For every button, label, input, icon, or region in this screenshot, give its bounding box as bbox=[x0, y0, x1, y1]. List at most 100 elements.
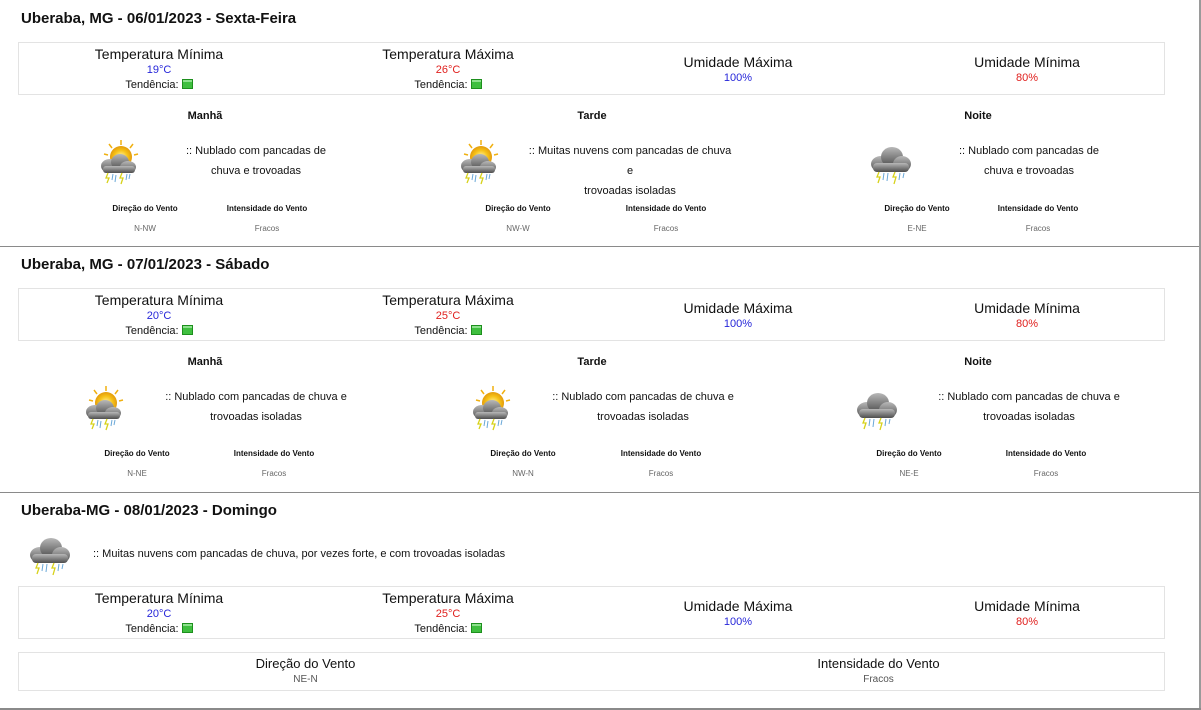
wind-direction: Direção do Vento NE-N bbox=[19, 656, 592, 688]
wind-intensity-value: Fracos bbox=[863, 674, 894, 685]
temp-max: Temperatura Máxima 25°C Tendência: bbox=[348, 590, 548, 643]
period-title: Tarde bbox=[577, 110, 607, 122]
humidity-min-label: Umidade Mínima bbox=[974, 598, 1080, 614]
wind-direction-value: N-NE bbox=[127, 469, 147, 478]
wind-direction-value: NW-W bbox=[506, 224, 530, 233]
day-forecast-1: Uberaba, MG - 06/01/2023 - Sexta-Feira T… bbox=[0, 0, 1199, 247]
forecast-line: chuva e trovoadas bbox=[211, 165, 301, 177]
temp-max-label: Temperatura Máxima bbox=[382, 590, 514, 606]
trend-icon bbox=[181, 623, 193, 633]
temp-min-label: Temperatura Mínima bbox=[94, 46, 224, 62]
forecast-line: trovoadas isoladas bbox=[983, 411, 1075, 423]
humidity-min-label: Umidade Mínima bbox=[974, 54, 1080, 70]
temp-min-value: 20°C bbox=[146, 608, 172, 620]
forecast-line: :: Nublado com pancadas de chuva e bbox=[552, 391, 734, 403]
sun-cloud-storm-icon bbox=[95, 138, 143, 186]
wind-intensity-label: Intensidade do Vento bbox=[625, 204, 707, 213]
trend-label: Tendência: bbox=[125, 623, 179, 635]
wind-intensity-value: Fracos bbox=[1025, 224, 1051, 233]
humidity-max-label: Umidade Máxima bbox=[683, 598, 793, 614]
wind-intensity-value: Fracos bbox=[648, 469, 674, 478]
temperature-humidity-box: Temperatura Mínima 20°C Tendência: Tempe… bbox=[18, 586, 1165, 639]
day-forecast-2: Uberaba, MG - 07/01/2023 - Sábado Temper… bbox=[0, 247, 1199, 492]
wind-intensity-value: Fracos bbox=[653, 224, 679, 233]
wind-box: Direção do Vento NE-N Intensidade do Ven… bbox=[18, 652, 1165, 691]
period-title: Tarde bbox=[577, 356, 607, 368]
wind-direction-label: Direção do Vento bbox=[485, 204, 551, 213]
period-morning: Manhã :: Nublado com pancadas de chuva e… bbox=[10, 108, 400, 238]
trend-icon bbox=[181, 79, 193, 89]
forecast-text: :: Muitas nuvens com pancadas de chuva, … bbox=[93, 548, 506, 560]
humidity-max-value: 100% bbox=[723, 318, 753, 330]
forecast-line: trovoadas isoladas bbox=[597, 411, 689, 423]
humidity-max-value: 100% bbox=[723, 616, 753, 628]
forecast-line: :: Nublado com pancadas de chuva e bbox=[165, 391, 347, 403]
temp-max-value: 25°C bbox=[435, 608, 461, 620]
wind-intensity-label: Intensidade do Vento bbox=[226, 204, 308, 213]
day-divider bbox=[0, 492, 1199, 493]
wind-direction-label: Direção do Vento bbox=[255, 656, 356, 671]
period-afternoon: Tarde :: Muitas nuvens com pancadas de c… bbox=[397, 108, 787, 238]
temp-min-value: 19°C bbox=[146, 64, 172, 76]
wind-direction-value: E-NE bbox=[907, 224, 927, 233]
page-bottom-border bbox=[0, 708, 1201, 710]
trend-label: Tendência: bbox=[125, 325, 179, 337]
wind-intensity-value: Fracos bbox=[261, 469, 287, 478]
temp-min: Temperatura Mínima 19°C Tendência: bbox=[59, 46, 259, 99]
period-afternoon: Tarde :: Nublado com pancadas de chuva e… bbox=[397, 354, 787, 484]
period-title: Manhã bbox=[187, 356, 223, 368]
temp-max-value: 26°C bbox=[435, 64, 461, 76]
wind-intensity-value: Fracos bbox=[1033, 469, 1059, 478]
temp-min-trend: Tendência: bbox=[59, 78, 259, 93]
day-title: Uberaba-MG - 08/01/2023 - Domingo bbox=[21, 502, 277, 519]
humidity-max-value: 100% bbox=[723, 72, 753, 84]
humidity-max: Umidade Máxima 100% bbox=[638, 598, 838, 651]
period-title: Manhã bbox=[187, 110, 223, 122]
trend-icon bbox=[470, 623, 482, 633]
humidity-min: Umidade Mínima 80% bbox=[927, 54, 1127, 107]
day-forecast-3: Uberaba-MG - 08/01/2023 - Domingo :: Mui… bbox=[0, 493, 1199, 710]
wind-direction-label: Direção do Vento bbox=[490, 449, 556, 458]
temp-min-label: Temperatura Mínima bbox=[94, 590, 224, 606]
sun-cloud-storm-icon bbox=[80, 384, 128, 432]
forecast-text: :: Muitas nuvens com pancadas de chuva e… bbox=[527, 141, 733, 201]
wind-direction-label: Direção do Vento bbox=[876, 449, 942, 458]
wind-direction-value: NE-N bbox=[293, 674, 318, 685]
humidity-max: Umidade Máxima 100% bbox=[638, 54, 838, 107]
period-title: Noite bbox=[964, 356, 992, 368]
temp-max-trend: Tendência: bbox=[348, 622, 548, 637]
wind-intensity-label: Intensidade do Vento bbox=[997, 204, 1079, 213]
temp-min: Temperatura Mínima 20°C Tendência: bbox=[59, 590, 259, 643]
temp-max-value: 25°C bbox=[435, 310, 461, 322]
period-title: Noite bbox=[964, 110, 992, 122]
period-night: Noite :: Nublado com pancadas de chuva e… bbox=[783, 108, 1173, 238]
window-right-border bbox=[1199, 0, 1201, 710]
temp-min-label: Temperatura Mínima bbox=[94, 292, 224, 308]
temp-max-label: Temperatura Máxima bbox=[382, 292, 514, 308]
sun-cloud-storm-icon bbox=[455, 138, 503, 186]
temp-max-trend: Tendência: bbox=[348, 324, 548, 339]
humidity-min-value: 80% bbox=[1015, 616, 1039, 628]
trend-label: Tendência: bbox=[414, 325, 468, 337]
humidity-max-label: Umidade Máxima bbox=[683, 54, 793, 70]
wind-intensity: Intensidade do Vento Fracos bbox=[592, 656, 1165, 688]
day-title: Uberaba, MG - 07/01/2023 - Sábado bbox=[21, 256, 270, 273]
humidity-min-label: Umidade Mínima bbox=[974, 300, 1080, 316]
temp-min-trend: Tendência: bbox=[59, 622, 259, 637]
temperature-humidity-box: Temperatura Mínima 19°C Tendência: Tempe… bbox=[18, 42, 1165, 95]
period-morning: Manhã :: Nublado com pancadas de chuva e… bbox=[10, 354, 400, 484]
humidity-max: Umidade Máxima 100% bbox=[638, 300, 838, 353]
day-divider bbox=[0, 246, 1199, 247]
wind-direction-value: NE-E bbox=[899, 469, 919, 478]
trend-icon bbox=[470, 325, 482, 335]
sun-cloud-storm-icon bbox=[467, 384, 515, 432]
temp-max-label: Temperatura Máxima bbox=[382, 46, 514, 62]
wind-intensity-value: Fracos bbox=[254, 224, 280, 233]
humidity-max-label: Umidade Máxima bbox=[683, 300, 793, 316]
humidity-min: Umidade Mínima 80% bbox=[927, 300, 1127, 353]
humidity-min-value: 80% bbox=[1015, 72, 1039, 84]
temp-max: Temperatura Máxima 25°C Tendência: bbox=[348, 292, 548, 345]
cloud-storm-icon bbox=[867, 138, 915, 186]
trend-icon bbox=[181, 325, 193, 335]
wind-intensity-label: Intensidade do Vento bbox=[620, 449, 702, 458]
